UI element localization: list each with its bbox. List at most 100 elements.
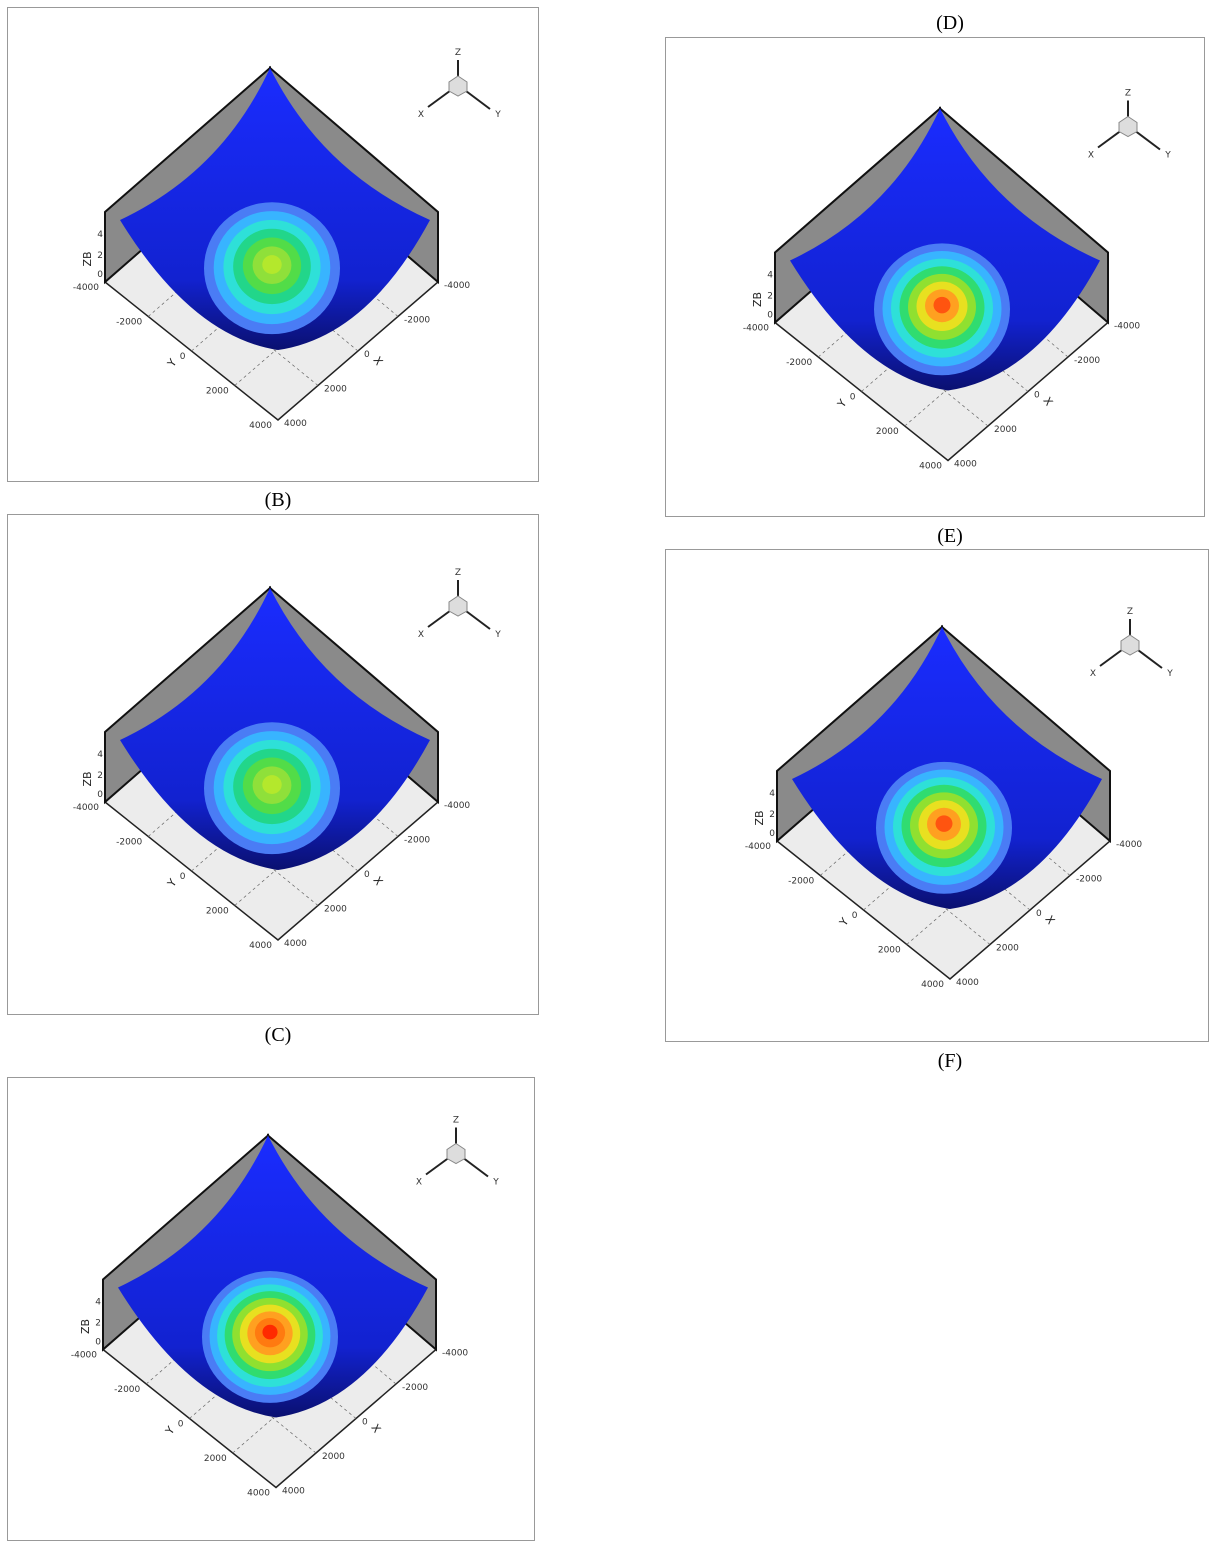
x-tick-label: 4000 — [284, 419, 307, 429]
x-tick-label: 0 — [1034, 391, 1040, 401]
z-axis-label: ZB — [81, 771, 94, 786]
y-tick-label: -4000 — [743, 324, 769, 334]
y-tick-label: 4000 — [249, 421, 272, 431]
triad-label: X — [1088, 151, 1094, 161]
y-tick-label: 0 — [180, 352, 186, 362]
triad-cube — [448, 595, 468, 617]
z-tick-label: 0 — [767, 311, 773, 321]
orientation-triad: Z X Y — [1088, 89, 1171, 161]
triad-label: X — [418, 630, 424, 640]
y-tick-label: 4000 — [921, 980, 944, 990]
x-tick-label: 4000 — [284, 939, 307, 949]
z-tick-label: 2 — [769, 810, 775, 820]
z-tick-label: 2 — [97, 251, 103, 261]
contour-band — [935, 815, 953, 832]
y-tick-label: 2000 — [204, 1454, 227, 1464]
contour-band — [262, 1324, 278, 1340]
x-tick-label: 0 — [362, 1418, 368, 1428]
x-tick-label: -2000 — [1074, 356, 1100, 366]
y-tick-label: -4000 — [745, 842, 771, 852]
y-tick-label: -4000 — [73, 803, 99, 813]
z-tick-label: 2 — [97, 771, 103, 781]
panel-caption: (D) — [936, 12, 964, 34]
y-tick-label: -2000 — [788, 877, 814, 887]
y-tick-label: 0 — [178, 1420, 184, 1430]
orientation-triad: Z X Y — [416, 1116, 499, 1188]
triad-cube — [448, 75, 468, 97]
z-tick-label: 4 — [767, 271, 773, 281]
y-tick-label: -2000 — [116, 838, 142, 848]
triad-label: Z — [453, 1116, 459, 1126]
x-tick-label: 2000 — [996, 944, 1019, 954]
triad-label: X — [1090, 669, 1096, 679]
x-tick-label: 2000 — [324, 385, 347, 395]
y-tick-label: -2000 — [116, 318, 142, 328]
z-tick-label: 0 — [97, 270, 103, 280]
y-tick-label: 0 — [850, 393, 856, 403]
x-tick-label: 0 — [1036, 909, 1042, 919]
triad-label: X — [418, 110, 424, 120]
x-tick-label: 0 — [364, 350, 370, 360]
triad-label: Y — [1166, 669, 1173, 679]
x-tick-label: -4000 — [444, 801, 470, 811]
triad-label: Y — [492, 1178, 499, 1188]
triad-cube — [446, 1142, 466, 1165]
x-tick-label: -4000 — [1116, 840, 1142, 850]
z-axis-label: ZB — [753, 810, 766, 825]
orientation-triad: Z X Y — [418, 48, 501, 120]
y-tick-label: 4000 — [919, 462, 942, 472]
z-tick-label: 2 — [95, 1319, 101, 1329]
z-axis-label: ZB — [751, 292, 764, 307]
x-tick-label: 4000 — [956, 978, 979, 988]
z-tick-label: 0 — [95, 1338, 101, 1348]
y-tick-label: 4000 — [249, 941, 272, 951]
x-tick-label: 2000 — [324, 905, 347, 915]
contour-band — [933, 296, 951, 314]
triad-label: Z — [455, 568, 461, 578]
contour-band — [262, 775, 282, 795]
z-tick-label: 0 — [769, 829, 775, 839]
triad-cube — [1118, 115, 1138, 138]
z-tick-label: 4 — [97, 750, 103, 760]
y-tick-label: -4000 — [73, 283, 99, 293]
panel-caption: (C) — [265, 1024, 292, 1046]
orientation-triad: Z X Y — [1090, 607, 1173, 679]
x-tick-label: 4000 — [954, 460, 977, 470]
triad-label: Z — [455, 48, 461, 58]
y-tick-label: 2000 — [878, 946, 901, 956]
triad-label: Y — [1164, 151, 1171, 161]
z-tick-label: 4 — [769, 789, 775, 799]
x-tick-label: -2000 — [1076, 875, 1102, 885]
panel-caption: (E) — [937, 525, 963, 547]
y-tick-label: 0 — [180, 872, 186, 882]
contour-band — [262, 255, 282, 275]
z-tick-label: 2 — [767, 292, 773, 302]
x-tick-label: -4000 — [442, 1349, 468, 1359]
y-tick-label: 2000 — [206, 907, 229, 917]
x-tick-label: -2000 — [404, 316, 430, 326]
y-tick-label: 2000 — [876, 427, 899, 437]
panel-caption: (B) — [265, 489, 292, 511]
z-tick-label: 0 — [97, 790, 103, 800]
y-tick-label: -2000 — [114, 1385, 140, 1395]
panel-caption: (F) — [938, 1050, 962, 1072]
triad-label: X — [416, 1178, 422, 1188]
triad-cube — [1120, 634, 1140, 656]
x-tick-label: 0 — [364, 870, 370, 880]
x-tick-label: 2000 — [322, 1452, 345, 1462]
x-tick-label: -4000 — [444, 281, 470, 291]
z-axis-label: ZB — [81, 251, 94, 266]
x-tick-label: -2000 — [404, 836, 430, 846]
triad-label: Y — [494, 630, 501, 640]
z-tick-label: 4 — [95, 1298, 101, 1308]
z-tick-label: 4 — [97, 230, 103, 240]
y-tick-label: 2000 — [206, 387, 229, 397]
y-tick-label: 0 — [852, 911, 858, 921]
orientation-triad: Z X Y — [418, 568, 501, 640]
z-axis-label: ZB — [79, 1319, 92, 1334]
